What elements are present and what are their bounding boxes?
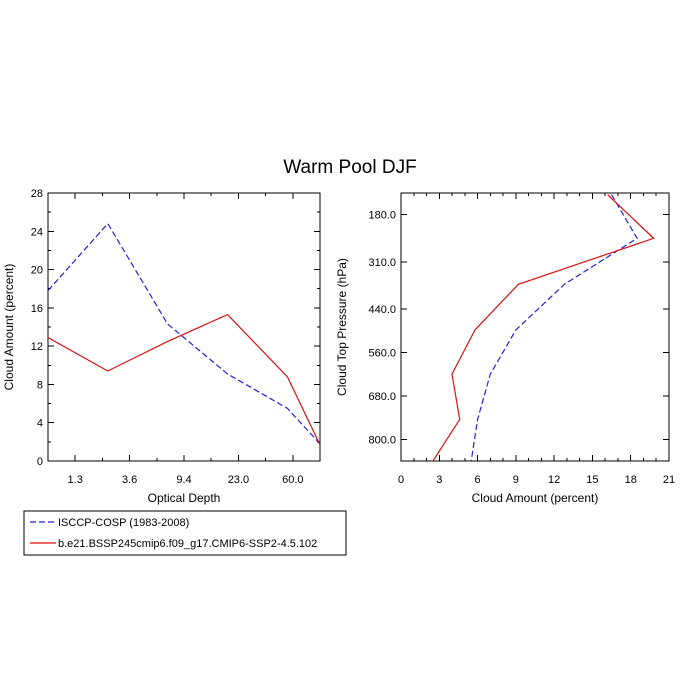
y-tick-label: 560.0 xyxy=(368,347,396,359)
x-tick-label: 18 xyxy=(625,474,637,486)
x-tick-label: 9.4 xyxy=(176,474,191,486)
x-tick-label: 21 xyxy=(663,474,675,486)
series-line-model xyxy=(432,194,655,461)
plot-frame xyxy=(400,192,670,462)
left-plot: 0 4 8 12 16 20 24 28 1.3 3.6 9.4 23.0 60.0 Optical De… xyxy=(2,188,321,505)
y-tick-label: 180.0 xyxy=(368,210,396,222)
legend: ISCCP-COSP (1983-2008) b.e21.BSSP245cmip… xyxy=(23,510,347,556)
y-axis-title: Cloud Top Pressure (hPa) xyxy=(335,258,349,396)
x-tick-label: 0 xyxy=(398,474,404,486)
x-tick-label: 23.0 xyxy=(228,474,249,486)
x-tick-label: 3 xyxy=(436,474,442,486)
y-tick-label: 20 xyxy=(31,265,43,277)
series-line-model xyxy=(48,313,320,445)
y-tick-label: 12 xyxy=(31,341,43,353)
chart-title: Warm Pool DJF xyxy=(283,157,416,178)
y-tick-label: 0 xyxy=(37,456,43,468)
plot-frame xyxy=(47,192,321,462)
legend-label-obs: ISCCP-COSP (1983-2008) xyxy=(58,517,189,529)
y-tick-label: 28 xyxy=(31,188,43,200)
x-tick-label: 1.3 xyxy=(68,474,83,486)
x-axis-title: Optical Depth xyxy=(148,491,221,505)
x-tick-label: 60.0 xyxy=(282,474,303,486)
series-line-obs xyxy=(470,194,638,461)
y-tick-label: 310.0 xyxy=(368,257,396,269)
y-tick-label: 4 xyxy=(37,418,43,430)
x-tick-label: 6 xyxy=(475,474,481,486)
legend-label-model: b.e21.BSSP245cmip6.f09_g17.CMIP6-SSP2-4.… xyxy=(58,538,317,550)
y-axis-title: Cloud Amount (percent) xyxy=(2,264,16,391)
y-tick-label: 8 xyxy=(37,379,43,391)
right-plot: 180.0 310.0 440.0 560.0 680.0 800.0 0 3 6 9 12 15 18… xyxy=(335,192,675,505)
y-tick-label: 800.0 xyxy=(368,434,396,446)
x-tick-label: 3.6 xyxy=(122,474,137,486)
series-line-obs xyxy=(48,222,320,445)
x-tick-label: 9 xyxy=(513,474,519,486)
y-tick-label: 16 xyxy=(31,303,43,315)
y-tick-label: 680.0 xyxy=(368,391,396,403)
y-tick-label: 24 xyxy=(31,226,43,238)
y-tick-label: 440.0 xyxy=(368,304,396,316)
x-tick-label: 12 xyxy=(548,474,560,486)
legend-box xyxy=(23,510,347,556)
x-tick-label: 15 xyxy=(586,474,598,486)
x-axis-title: Cloud Amount (percent) xyxy=(472,491,599,505)
